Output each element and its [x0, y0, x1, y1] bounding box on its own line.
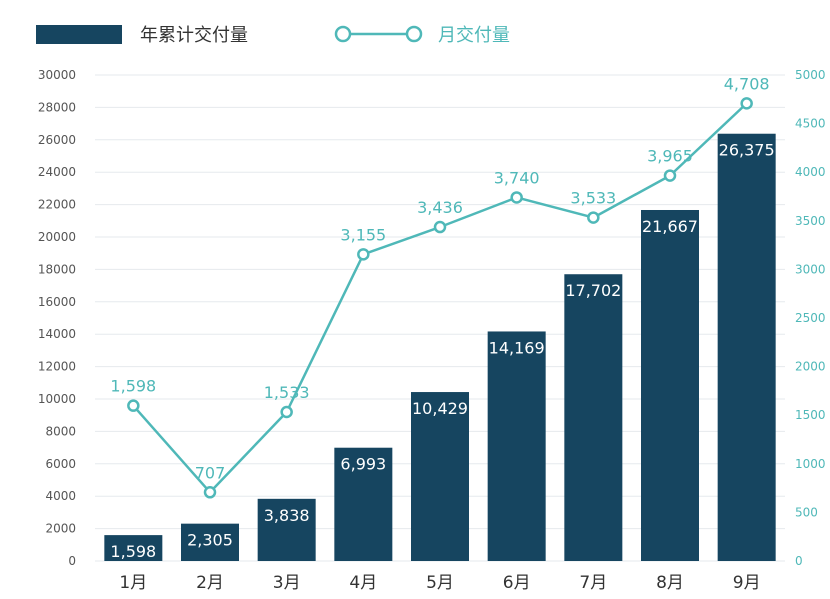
y-left-tick-label: 22000	[38, 198, 76, 212]
legend-line-label: 月交付量	[438, 25, 510, 46]
bar	[257, 498, 316, 561]
bar-data-label: 6,993	[340, 455, 386, 474]
bar-data-label: 14,169	[489, 338, 545, 357]
y-left-tick-label: 16000	[38, 295, 76, 309]
legend: 年累计交付量 月交付量	[36, 25, 510, 46]
line-point	[587, 211, 600, 224]
x-tick-label: 6月	[503, 573, 531, 593]
legend-line-marker-left	[334, 25, 352, 43]
bar	[487, 331, 546, 561]
x-tick-label: 1月	[119, 573, 147, 593]
line-point	[663, 169, 677, 182]
line-series: 1,598 707 1,533 3,155 3,436 3,740 3,533 3,965 4,…	[110, 74, 770, 499]
line-data-label: 3,533	[570, 189, 616, 208]
bar-data-label: 26,375	[719, 141, 775, 160]
line-data-label: 3,740	[494, 168, 540, 187]
line-point	[203, 486, 217, 499]
bar	[564, 274, 623, 561]
line-data-label: 1,598	[110, 377, 156, 396]
line-data-label: 707	[195, 463, 226, 482]
y-right-tick-label: 3000	[795, 262, 826, 276]
bar-data-label: 17,702	[565, 281, 621, 300]
line-point	[127, 399, 140, 412]
line-point	[357, 248, 370, 261]
bar	[104, 535, 163, 561]
legend-line-marker-right	[405, 25, 423, 43]
y-right-tick-label: 5000	[795, 68, 826, 82]
y-left-tick-label: 2000	[45, 522, 76, 536]
y-left-tick-label: 26000	[38, 133, 76, 147]
right-axis: 0 500 1000 1500 2000 2500 3000 3500 4000 4500 5000	[795, 68, 826, 568]
x-tick-label: 8月	[656, 573, 684, 593]
line-point	[433, 220, 447, 234]
legend-bar-label: 年累计交付量	[140, 25, 248, 46]
line-data-label: 3,436	[417, 198, 463, 217]
x-tick-label: 2月	[196, 573, 224, 593]
y-left-tick-label: 6000	[45, 457, 76, 471]
x-tick-label: 3月	[273, 573, 301, 593]
y-left-tick-label: 12000	[38, 360, 76, 374]
bar-data-label: 21,667	[642, 217, 698, 236]
x-tick-label: 4月	[349, 573, 377, 593]
line-data-label: 4,708	[724, 74, 770, 93]
bar	[181, 523, 239, 561]
legend-bar-swatch	[36, 25, 122, 44]
x-tick-label: 5月	[426, 573, 454, 593]
bar	[717, 133, 776, 561]
y-right-tick-label: 1000	[795, 457, 826, 471]
bar	[334, 447, 393, 561]
y-left-tick-label: 30000	[38, 68, 76, 82]
y-right-tick-label: 2000	[795, 360, 826, 374]
y-right-tick-label: 0	[795, 554, 803, 568]
line-point	[280, 405, 293, 419]
y-left-tick-label: 8000	[45, 424, 76, 438]
y-left-tick-label: 18000	[38, 262, 76, 276]
y-left-tick-label: 14000	[38, 327, 76, 341]
left-axis: 0 2000 4000 6000 8000 10000 12000 14000 16000 180…	[38, 68, 76, 568]
line-data-label: 3,155	[340, 225, 386, 244]
x-tick-label: 9月	[733, 573, 761, 593]
y-right-tick-label: 3500	[795, 214, 826, 228]
y-left-tick-label: 10000	[38, 392, 76, 406]
y-left-tick-label: 0	[68, 554, 76, 568]
y-right-tick-label: 4500	[795, 117, 826, 131]
bar-data-label: 10,429	[412, 399, 468, 418]
y-right-tick-label: 1500	[795, 408, 826, 422]
y-left-tick-label: 4000	[45, 489, 76, 503]
x-axis: 1月 2月 3月 4月 5月 6月 7月 8月 9月	[119, 573, 760, 593]
line-point	[510, 191, 523, 204]
y-left-tick-label: 28000	[38, 100, 76, 114]
line-data-label: 1,533	[264, 383, 310, 402]
y-left-tick-label: 24000	[38, 165, 76, 179]
bar-data-label: 2,305	[187, 531, 233, 550]
x-tick-label: 7月	[579, 573, 607, 593]
line-data-label: 3,965	[647, 147, 693, 166]
y-left-tick-label: 20000	[38, 230, 76, 244]
bar-series: 1,598 2,305 3,838 6,993 10,429 14,169 17,702 21…	[104, 133, 776, 561]
bar	[641, 209, 699, 561]
bar	[411, 392, 469, 561]
y-right-tick-label: 4000	[795, 165, 826, 179]
y-right-tick-label: 500	[795, 505, 818, 519]
bar-data-label: 1,598	[110, 542, 156, 561]
line-point	[740, 97, 753, 110]
y-right-tick-label: 2500	[795, 311, 826, 325]
bar-data-label: 3,838	[264, 506, 310, 525]
